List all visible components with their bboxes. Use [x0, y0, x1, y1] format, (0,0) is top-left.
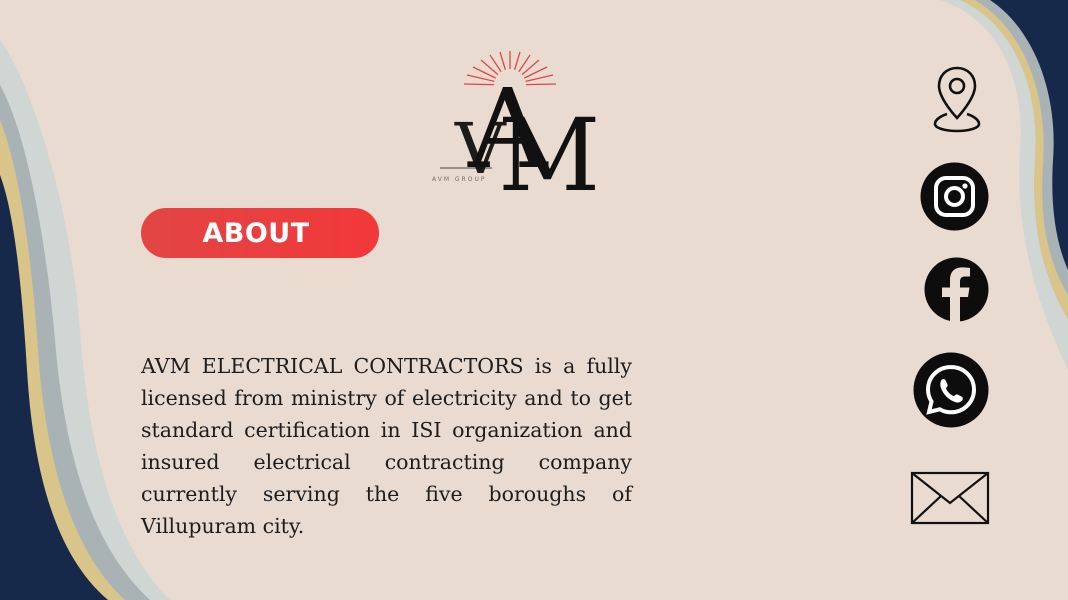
location-pin-icon[interactable]	[930, 64, 984, 134]
right-wave-navy	[990, 0, 1068, 270]
logo-letter-a: A	[467, 65, 549, 193]
whatsapp-icon[interactable]	[913, 352, 989, 428]
logo-letter-m: M	[498, 97, 600, 200]
about-heading: ABOUT	[202, 217, 310, 249]
instagram-icon[interactable]	[920, 162, 989, 231]
email-icon[interactable]	[910, 471, 990, 525]
logo-small-text: AVM GROUP	[432, 176, 486, 183]
left-wave-navy	[0, 175, 108, 600]
about-paragraph: AVM ELECTRICAL CONTRACTORS is a fully li…	[141, 354, 632, 538]
logo-letter-v: V	[454, 108, 507, 190]
avm-logo: A V M AVM GROUP	[432, 51, 600, 200]
about-heading-badge: ABOUT	[141, 208, 379, 258]
facebook-icon[interactable]	[924, 257, 989, 323]
